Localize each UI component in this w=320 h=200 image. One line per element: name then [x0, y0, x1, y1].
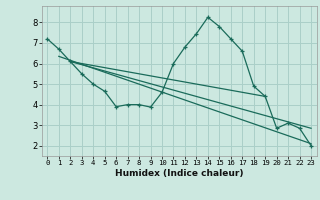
X-axis label: Humidex (Indice chaleur): Humidex (Indice chaleur) [115, 169, 244, 178]
